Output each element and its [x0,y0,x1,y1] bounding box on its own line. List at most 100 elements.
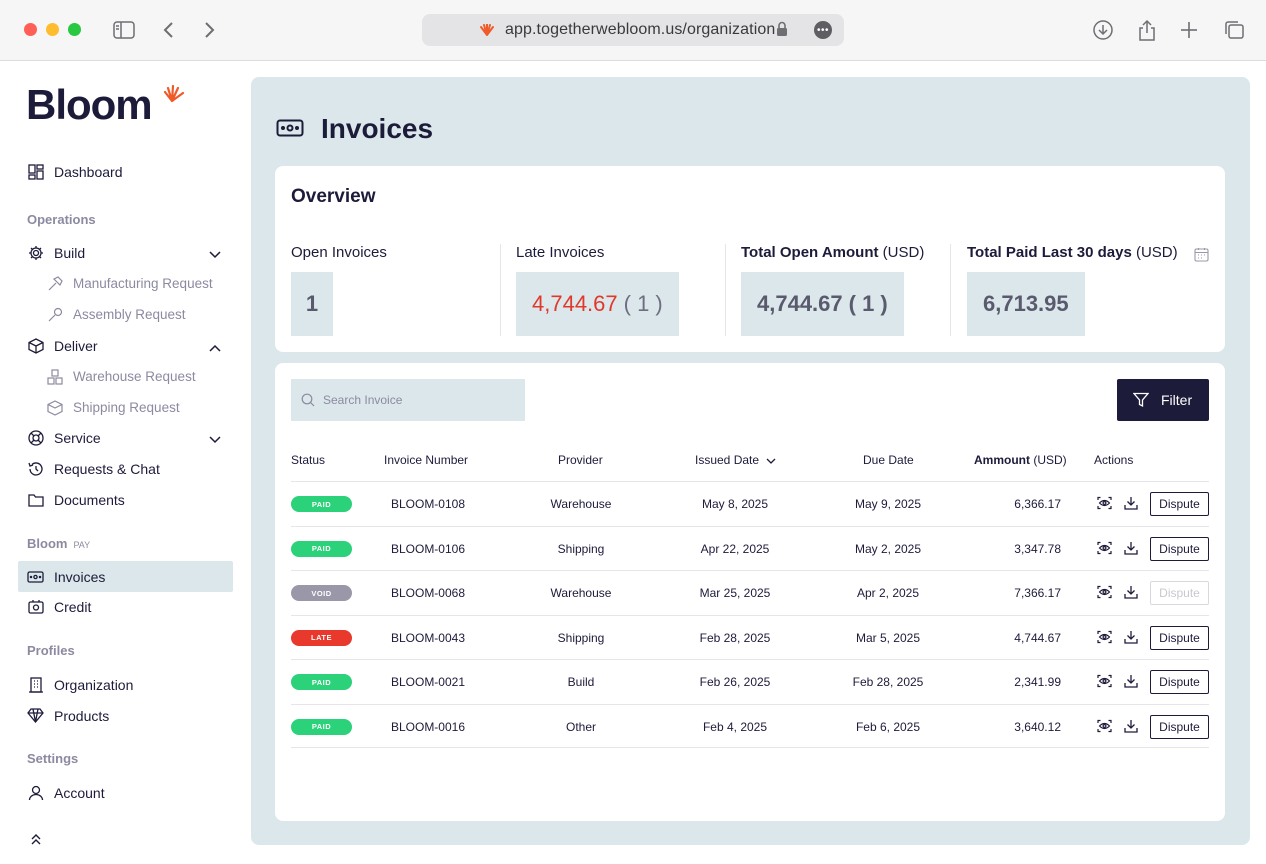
sidebar-item-dashboard[interactable]: Dashboard [18,156,233,187]
view-icon[interactable] [1096,584,1112,600]
sidebar-item-label: Deliver [54,338,98,354]
download-icon[interactable] [1091,18,1115,42]
sidebar-item-assembly-request[interactable]: Assembly Request [18,299,233,330]
sidebar-item-deliver[interactable]: Deliver [18,330,233,361]
download-icon[interactable] [1123,584,1139,600]
dispute-button[interactable]: Dispute [1150,625,1209,650]
issued-date-cell: May 8, 2025 [701,497,769,511]
new-tab-icon[interactable] [1177,18,1201,42]
sidebar-item-manufacturing-request[interactable]: Manufacturing Request [18,268,233,299]
download-icon[interactable] [1123,673,1139,689]
amount-cell: 3,347.78 [1014,541,1061,556]
address-bar[interactable]: app.togetherwebloom.us/organization ••• [422,14,844,46]
sidebar-item-shipping-request[interactable]: Shipping Request [18,392,233,423]
chevron-down-icon[interactable] [209,246,221,262]
column-header-status[interactable]: Status [291,453,326,467]
view-icon[interactable] [1096,718,1112,734]
search-input[interactable]: Search Invoice [291,379,525,421]
more-options-icon[interactable]: ••• [814,21,832,39]
tab-overview-icon[interactable] [1222,18,1246,42]
issued-date-cell: Feb 28, 2025 [699,630,771,645]
sidebar-item-account[interactable]: Account [18,777,233,808]
hammer-icon [46,275,63,292]
banknote-icon [27,568,44,585]
column-header-provider[interactable]: Provider [558,453,603,467]
invoice-number-cell: BLOOM-0108 [390,497,466,511]
overview-card: Overview Open Invoices 1 Late Invoices 4… [275,166,1225,352]
table-row[interactable]: LATE BLOOM-0043 Shipping Feb 28, 2025 Mar 5,… [291,614,1209,659]
late-invoices-stat: Late Invoices 4,744.67 ( 1 ) [516,244,679,336]
invoice-number-cell: BLOOM-0043 [390,630,466,645]
sidebar-item-documents[interactable]: Documents [18,484,233,515]
download-icon[interactable] [1123,718,1139,734]
gear-icon [27,244,44,261]
sidebar-item-credit[interactable]: Credit [18,591,233,622]
column-header-due-date[interactable]: Due Date [863,453,914,467]
chevron-down-icon[interactable] [209,431,221,447]
table-row[interactable]: VOID BLOOM-0068 Warehouse Mar 25, 2025 Apr 2… [291,570,1209,614]
download-icon[interactable] [1123,540,1139,556]
table-row[interactable]: PAID BLOOM-0106 Shipping Apr 22, 2025 May 2,… [291,525,1209,570]
invoice-number-cell: BLOOM-0021 [390,675,466,689]
bloom-logo[interactable]: Bloom [26,81,153,128]
collapse-sidebar-icon[interactable] [30,832,42,850]
close-window-button[interactable] [24,23,37,36]
total-paid-stat: Total Paid Last 30 days (USD) 6,713.95 [967,244,1178,336]
column-header-issued-date[interactable]: Issued Date [695,453,776,468]
view-icon[interactable] [1096,629,1112,645]
due-date-cell: Feb 6, 2025 [855,719,921,734]
filter-button[interactable]: Filter [1117,379,1209,421]
download-icon[interactable] [1123,629,1139,645]
filter-label: Filter [1161,392,1193,408]
bloom-logo-icon [163,84,185,108]
share-icon[interactable] [1135,18,1159,42]
sidebar-item-build[interactable]: Build [18,237,233,268]
bloom-favicon-icon [479,23,495,41]
chevron-up-icon[interactable] [209,339,221,355]
sidebar-item-label: Assembly Request [73,307,186,322]
sidebar-item-label: Service [54,430,101,446]
divider [500,244,501,336]
table-row[interactable]: PAID BLOOM-0108 Warehouse May 8, 2025 May 9,… [291,481,1209,525]
download-icon[interactable] [1123,495,1139,511]
sidebar-item-service[interactable]: Service [18,422,233,453]
bloom-pay-heading: Bloom PAY [27,536,90,551]
status-badge: PAID [291,496,352,512]
column-header-amount[interactable]: Ammount (USD) [974,453,1067,467]
view-icon[interactable] [1096,495,1112,511]
sidebar-item-organization[interactable]: Organization [18,669,233,700]
sidebar-item-invoices[interactable]: Invoices [18,561,233,592]
late-invoices-amount: 4,744.67 [532,291,618,316]
sidebar-item-warehouse-request[interactable]: Warehouse Request [18,361,233,392]
table-row[interactable]: PAID BLOOM-0016 Other Feb 4, 2025 Feb 6, 202… [291,703,1209,748]
building-icon [27,676,44,693]
sidebar-toggle-icon[interactable] [112,18,136,42]
column-header-invoice-number[interactable]: Invoice Number [384,453,469,467]
status-badge: PAID [291,718,352,735]
amount-unit: (USD) [1030,453,1067,467]
total-open-count: ( 1 ) [848,291,888,316]
dispute-button[interactable]: Dispute [1150,492,1209,516]
maximize-window-button[interactable] [68,23,81,36]
dispute-button[interactable]: Dispute [1150,536,1209,561]
back-icon[interactable] [157,18,181,42]
sidebar-item-label: Warehouse Request [73,369,196,384]
divider [725,244,726,336]
box-icon [27,337,44,354]
credit-icon [27,598,44,615]
filter-icon [1132,392,1150,411]
due-date-cell: Mar 5, 2025 [855,630,921,645]
wrench-icon [46,306,63,323]
dispute-button[interactable]: Dispute [1150,670,1209,694]
forward-icon[interactable] [197,18,221,42]
sidebar-item-products[interactable]: Products [18,700,233,731]
sort-chevron-down-icon[interactable] [766,454,776,468]
table-row[interactable]: PAID BLOOM-0021 Build Feb 26, 2025 Feb 28, 2… [291,659,1209,703]
dispute-button[interactable]: Dispute [1150,714,1209,739]
view-icon[interactable] [1096,540,1112,556]
calendar-icon[interactable] [1194,247,1209,267]
minimize-window-button[interactable] [46,23,59,36]
sidebar-item-requests-chat[interactable]: Requests & Chat [18,453,233,484]
view-icon[interactable] [1096,673,1112,689]
due-date-cell: Feb 28, 2025 [852,675,924,689]
